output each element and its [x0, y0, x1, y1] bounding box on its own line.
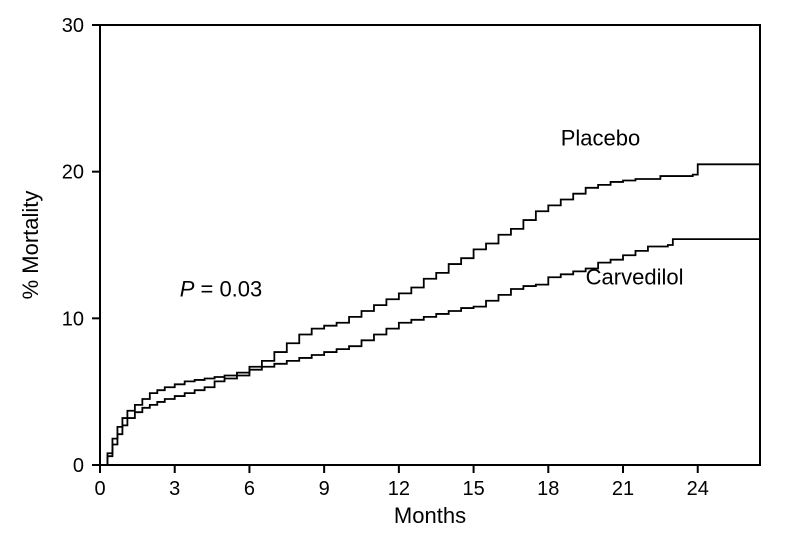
- x-axis-title: Months: [394, 503, 466, 528]
- series-placebo: [100, 164, 760, 465]
- y-tick-label: 0: [73, 455, 84, 477]
- x-tick-label: 12: [388, 478, 410, 500]
- x-tick-label: 9: [319, 478, 330, 500]
- x-tick-label: 6: [244, 478, 255, 500]
- chart-svg: 0 3 6 9 12 15 18 21 24 0 10 20 30 Months % Mortality Pl…: [0, 0, 800, 541]
- y-tick-label: 20: [62, 162, 84, 184]
- x-tick-label: 0: [94, 478, 105, 500]
- x-tick-label: 15: [462, 478, 484, 500]
- x-tick-label: 24: [687, 478, 709, 500]
- plot-frame: [100, 25, 760, 465]
- series-label-placebo: Placebo: [561, 125, 641, 150]
- y-tick-label: 10: [62, 308, 84, 330]
- y-axis-title: % Mortality: [18, 191, 43, 300]
- x-tick-label: 21: [612, 478, 634, 500]
- mortality-chart: 0 3 6 9 12 15 18 21 24 0 10 20 30 Months % Mortality Pl…: [0, 0, 800, 541]
- series-label-carvedilol: Carvedilol: [586, 265, 684, 290]
- p-value-label: P = 0.03: [180, 276, 263, 301]
- x-tick-label: 3: [169, 478, 180, 500]
- y-tick-label: 30: [62, 15, 84, 37]
- x-tick-label: 18: [537, 478, 559, 500]
